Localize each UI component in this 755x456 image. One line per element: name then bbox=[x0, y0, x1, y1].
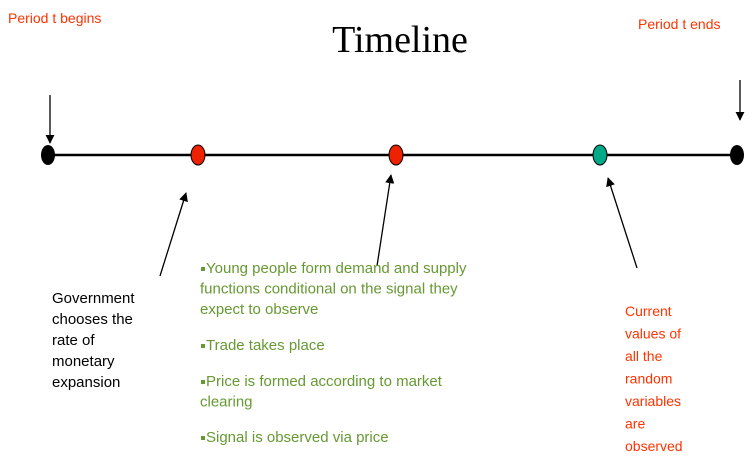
bullet-marker bbox=[201, 380, 205, 384]
bullet-line: Young people form demand and supply bbox=[206, 260, 467, 277]
timeline-dot bbox=[41, 145, 55, 165]
bullet-line: clearing bbox=[200, 394, 253, 411]
bullet-line: functions conditional on the signal they bbox=[200, 281, 458, 298]
title: Timeline bbox=[332, 19, 468, 61]
government-note-line: Government bbox=[52, 290, 135, 307]
arrow bbox=[159, 192, 188, 277]
bullet-line: expect to observe bbox=[200, 301, 318, 318]
observation-note-line: values of bbox=[625, 326, 681, 342]
bullet-line: Trade takes place bbox=[206, 337, 325, 354]
arrow bbox=[376, 174, 395, 267]
timeline-dot bbox=[190, 144, 206, 166]
bullet-marker bbox=[201, 436, 205, 440]
bullet-line: Price is formed according to market bbox=[206, 373, 443, 390]
observation-note-line: observed bbox=[625, 438, 683, 454]
observation-note-line: all the bbox=[625, 348, 663, 364]
government-note-line: chooses the bbox=[52, 311, 133, 328]
observation-note-line: are bbox=[625, 416, 645, 432]
observation-note-line: random bbox=[625, 371, 672, 387]
government-note-line: expansion bbox=[52, 374, 120, 391]
end-label: Period t ends bbox=[638, 16, 721, 32]
timeline-dot bbox=[388, 144, 404, 166]
bullet-marker bbox=[201, 344, 205, 348]
notes: Government chooses the rate of monetary expa… bbox=[52, 260, 683, 454]
start-label: Period t begins bbox=[8, 10, 101, 26]
arrow bbox=[606, 177, 638, 269]
bullet-line: Signal is observed via price bbox=[206, 429, 389, 446]
observation-note-line: Current bbox=[625, 303, 672, 319]
observation-note-line: variables bbox=[625, 393, 681, 409]
government-note-line: rate of bbox=[52, 332, 95, 349]
timeline-dot bbox=[730, 145, 744, 165]
government-note-line: monetary bbox=[52, 353, 115, 370]
timeline-dot bbox=[592, 144, 608, 166]
bullet-marker bbox=[201, 267, 205, 271]
